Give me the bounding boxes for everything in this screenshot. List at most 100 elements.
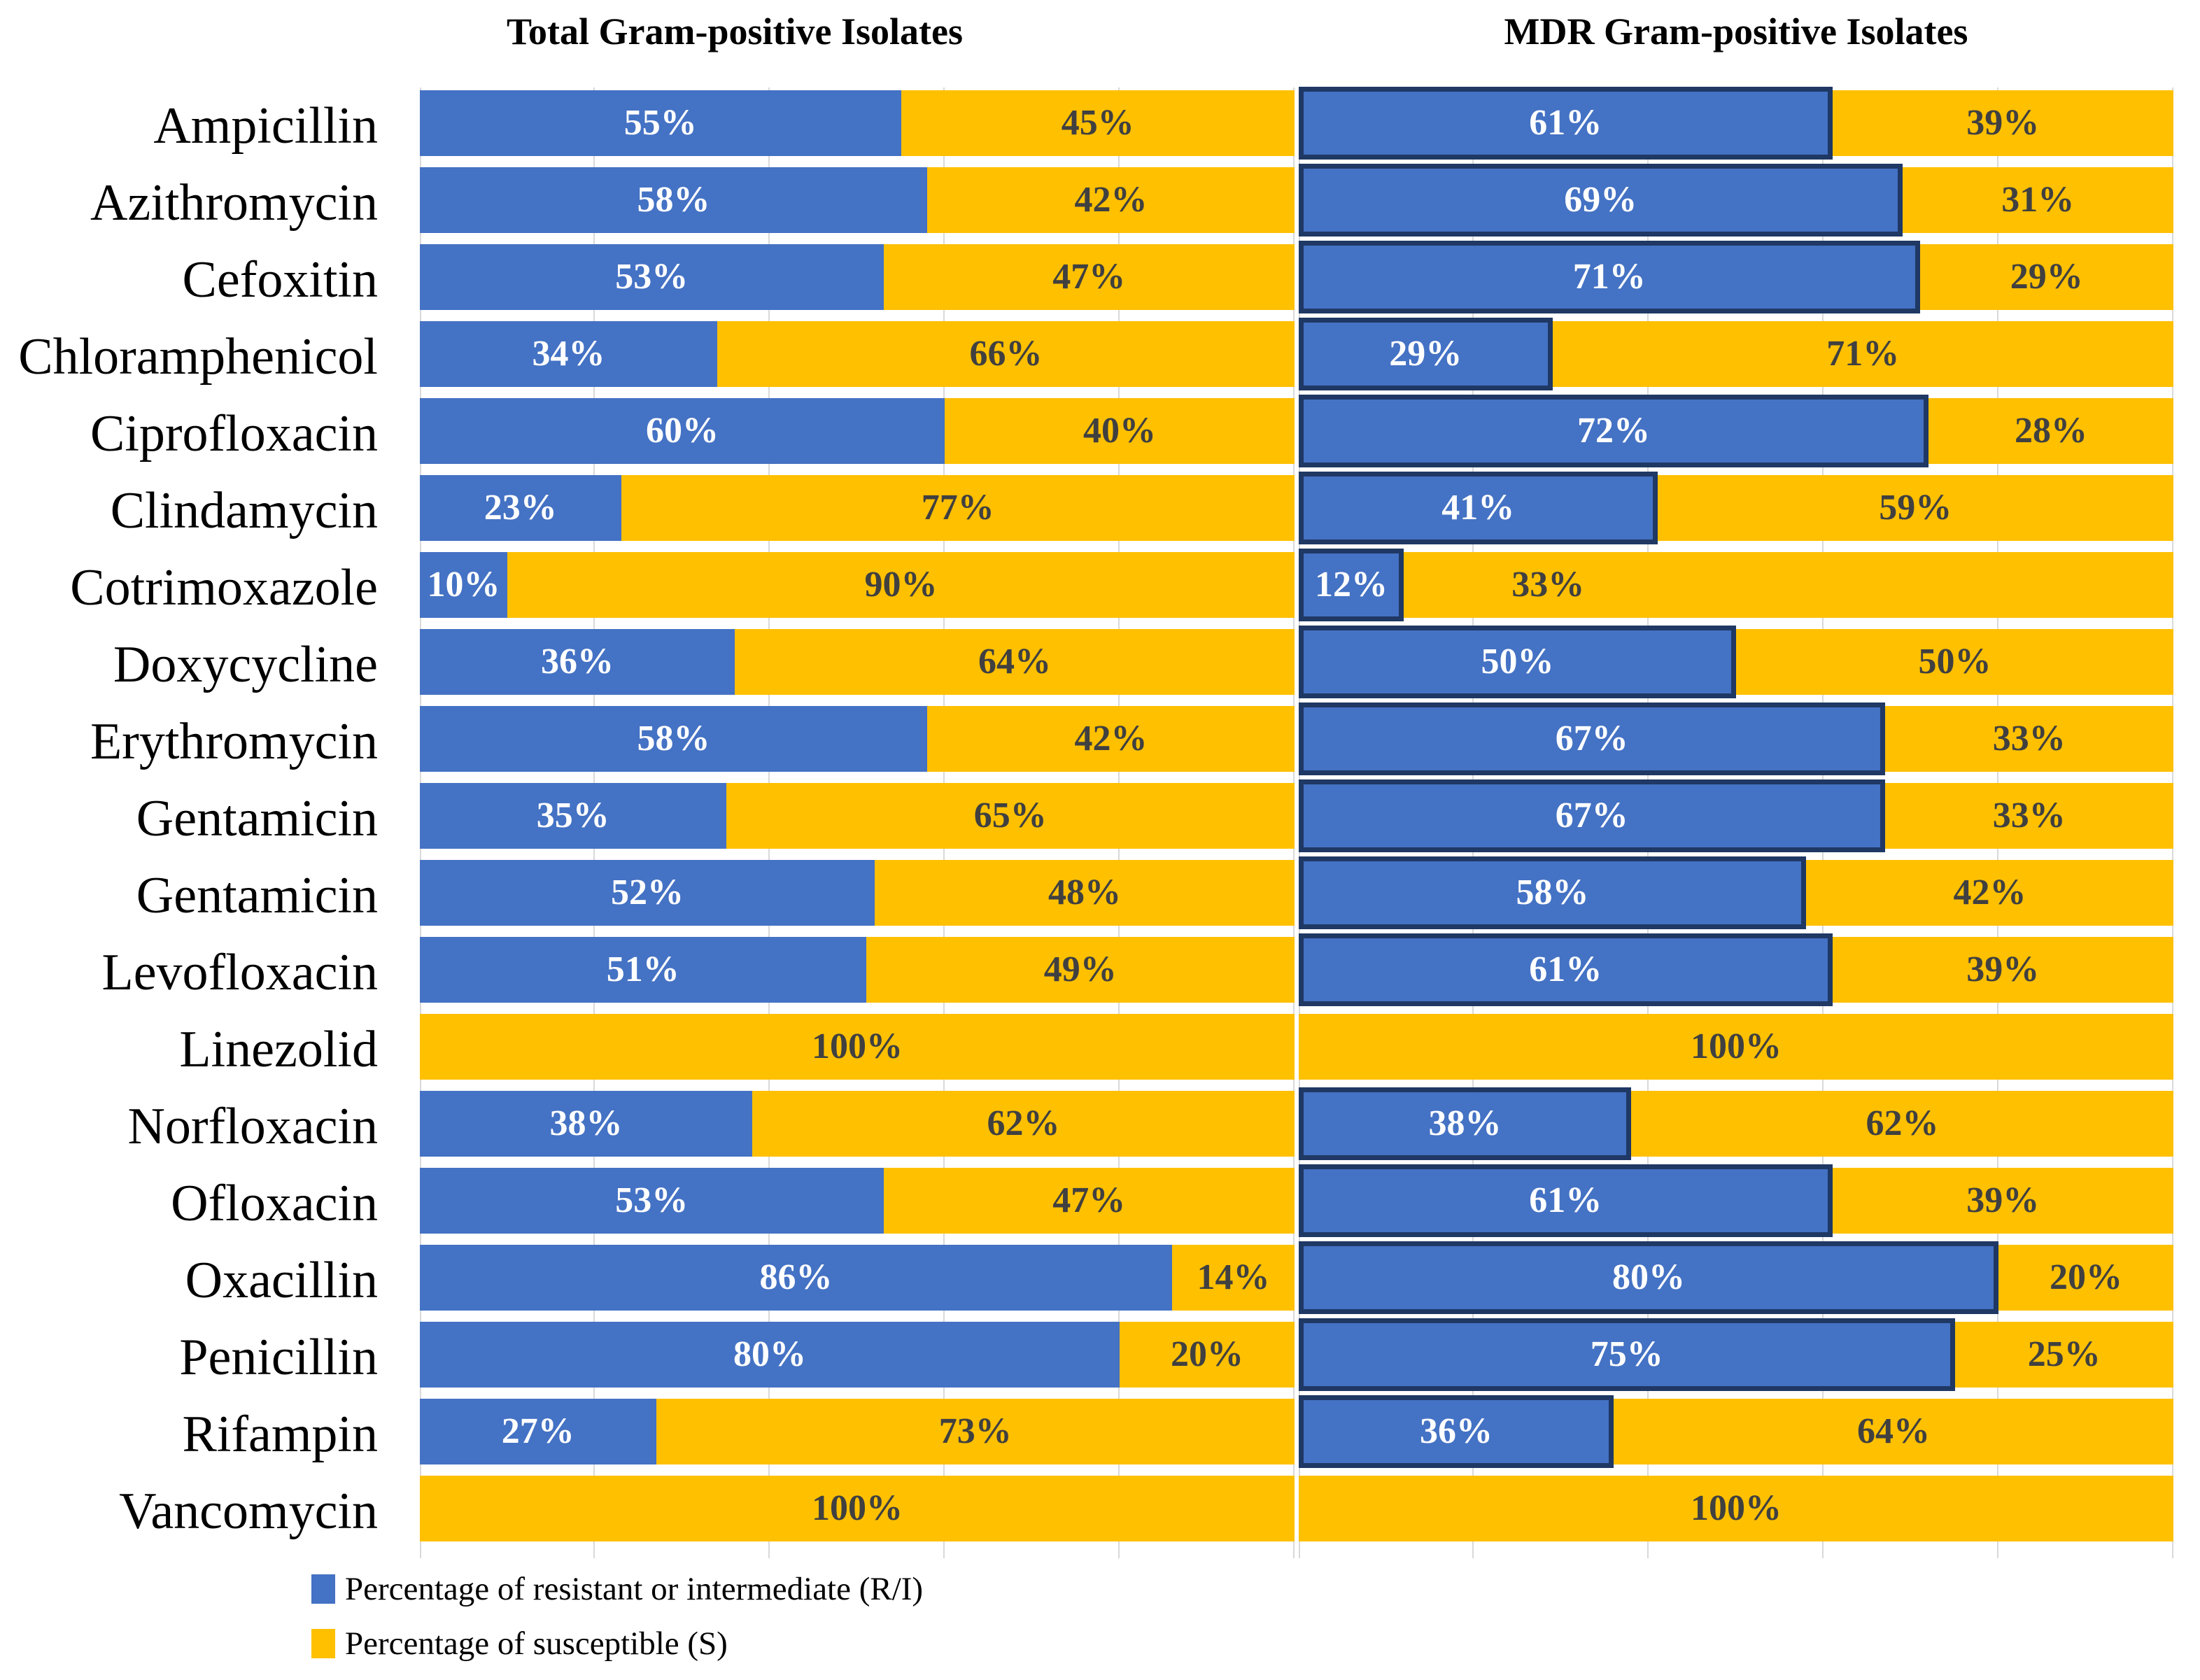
bar-value-label-susceptible: 28% xyxy=(2015,411,2087,451)
bar-value-label-resistant: 61% xyxy=(1529,950,1602,989)
bar-value-label-resistant: 29% xyxy=(1389,334,1462,374)
category-label: Gentamicin xyxy=(136,790,378,847)
bar-value-label-resistant: 67% xyxy=(1555,719,1628,758)
bar-value-label-susceptible: 71% xyxy=(1826,334,1900,374)
bar-segment-resistant xyxy=(420,783,726,849)
bar-value-label-susceptible: 100% xyxy=(812,1488,903,1528)
category-label: Erythromycin xyxy=(90,713,378,770)
legend-label-susceptible: Percentage of susceptible (S) xyxy=(345,1625,728,1662)
bar-segment-resistant xyxy=(1299,472,1658,544)
bar-row: 34% 66% xyxy=(420,318,1295,395)
bar-value-label-resistant: 23% xyxy=(484,488,557,528)
category-label: Vancomycin xyxy=(119,1483,378,1540)
bar-value-label-susceptible: 39% xyxy=(1966,950,2040,989)
bar-segment-resistant xyxy=(1299,1164,1833,1237)
bar-segment-resistant xyxy=(420,552,507,618)
bar-segment-susceptible xyxy=(1299,1014,2173,1080)
bar-value-label-susceptible: 49% xyxy=(1043,950,1117,989)
bar-value-label-resistant: 67% xyxy=(1555,796,1628,835)
bar-segment-resistant xyxy=(420,629,735,695)
bar-row: 80% 20% xyxy=(1299,1241,2173,1319)
bar-segment-resistant xyxy=(1299,933,1833,1006)
bar-segment-resistant xyxy=(420,90,901,156)
bar-segment-resistant xyxy=(420,244,884,310)
bar-value-label-resistant: 86% xyxy=(759,1257,833,1297)
legend: Percentage of resistant or intermediate … xyxy=(311,1571,923,1680)
category-label: Ampicillin xyxy=(153,97,378,155)
bar-value-label-susceptible: 42% xyxy=(1953,873,2026,912)
bar-value-label-resistant: 50% xyxy=(1481,642,1554,682)
bar-value-label-resistant: 27% xyxy=(501,1411,574,1451)
bar-value-label-susceptible: 62% xyxy=(987,1103,1060,1143)
bar-value-label-resistant: 55% xyxy=(623,103,697,143)
bar-segment-resistant xyxy=(420,398,945,464)
category-label: Gentamicin xyxy=(136,867,378,924)
panel-title-mdr: MDR Gram-positive Isolates xyxy=(1504,10,1968,52)
bar-value-label-resistant: 10% xyxy=(427,565,500,605)
bar-value-label-resistant: 53% xyxy=(615,257,689,297)
bar-segment-resistant xyxy=(1299,779,1885,852)
bar-value-label-resistant: 61% xyxy=(1529,1180,1602,1220)
bar-value-label-resistant: 80% xyxy=(733,1334,806,1374)
bar-value-label-susceptible: 59% xyxy=(1879,488,1952,528)
panel-total-isolates: 55% 45% 58% 42% 53% 47% 34% 66% 60% 40% 23% 77% 10% 9… xyxy=(420,87,1295,1558)
bar-row: 23% 77% xyxy=(420,472,1295,549)
bar-row: 100% xyxy=(1299,1011,2173,1088)
bar-value-label-susceptible: 100% xyxy=(1691,1488,1782,1528)
bar-value-label-susceptible: 42% xyxy=(1074,719,1148,758)
bar-value-label-susceptible: 65% xyxy=(973,796,1047,835)
bar-segment-resistant xyxy=(1299,1318,1955,1391)
legend-swatch-resistant xyxy=(311,1574,335,1604)
bar-segment-resistant xyxy=(420,167,927,233)
bar-segment-resistant xyxy=(1299,1395,1614,1468)
bar-value-label-susceptible: 50% xyxy=(1918,642,1991,682)
category-label: Ofloxacin xyxy=(171,1175,378,1232)
bar-segment-resistant xyxy=(1299,241,1920,313)
bar-value-label-resistant: 52% xyxy=(611,873,684,912)
bar-value-label-susceptible: 39% xyxy=(1966,103,2040,143)
bar-value-label-resistant: 38% xyxy=(1428,1103,1502,1143)
bar-value-label-susceptible: 31% xyxy=(2001,180,2075,220)
bar-segment-resistant xyxy=(420,1322,1120,1388)
category-label: Chloramphenicol xyxy=(18,328,378,386)
bar-segment-resistant xyxy=(1299,395,1928,467)
bar-segment-resistant xyxy=(1299,1241,1998,1314)
bar-value-label-susceptible: 20% xyxy=(2050,1257,2122,1297)
bar-value-label-susceptible: 47% xyxy=(1052,1180,1126,1220)
bar-value-label-resistant: 80% xyxy=(1612,1257,1685,1297)
bar-segment-resistant xyxy=(420,937,866,1003)
legend-item-resistant: Percentage of resistant or intermediate … xyxy=(311,1571,923,1607)
bar-row: 69% 31% xyxy=(1299,164,2173,241)
bar-value-label-resistant: 58% xyxy=(637,180,710,220)
bar-value-label-resistant: 58% xyxy=(1516,873,1589,912)
bar-segment-resistant xyxy=(420,1399,656,1464)
bar-segment-resistant xyxy=(1299,1087,1631,1160)
bar-value-label-susceptible: 29% xyxy=(2010,257,2083,297)
bar-value-label-susceptible: 33% xyxy=(1992,796,2066,835)
bar-value-label-susceptible: 77% xyxy=(921,488,994,528)
bar-segment-resistant xyxy=(420,1245,1172,1311)
bar-value-label-susceptible: 39% xyxy=(1966,1180,2040,1220)
bar-segment-susceptible xyxy=(420,1014,1295,1080)
bar-row: 58% 42% xyxy=(420,703,1295,780)
category-label: Norfloxacin xyxy=(127,1098,378,1155)
category-label: Cefoxitin xyxy=(182,251,378,309)
bar-row: 61% 39% xyxy=(1299,1164,2173,1242)
bar-row: 41% 59% xyxy=(1299,472,2173,549)
bar-value-label-resistant: 53% xyxy=(615,1180,689,1220)
bar-row: 75% 25% xyxy=(1299,1318,2173,1396)
bar-segment-resistant xyxy=(1299,318,1553,390)
bar-segment-resistant xyxy=(420,1091,752,1157)
bar-row: 36% 64% xyxy=(420,626,1295,703)
bar-row: 27% 73% xyxy=(420,1396,1295,1473)
bar-row: 36% 64% xyxy=(1299,1395,2173,1473)
bar-segment-resistant xyxy=(1299,87,1833,160)
panel-mdr-isolates: 61% 39% 69% 31% 71% 29% 29% 71% 72% 28% 41% 59% 12% 3… xyxy=(1299,87,2173,1558)
bar-value-label-susceptible: 45% xyxy=(1061,103,1134,143)
bar-row: 55% 45% xyxy=(420,87,1295,164)
legend-item-susceptible: Percentage of susceptible (S) xyxy=(311,1625,923,1662)
bar-row: 80% 20% xyxy=(420,1319,1295,1396)
bar-row: 58% 42% xyxy=(1299,856,2173,934)
category-label: Cotrimoxazole xyxy=(70,559,378,616)
